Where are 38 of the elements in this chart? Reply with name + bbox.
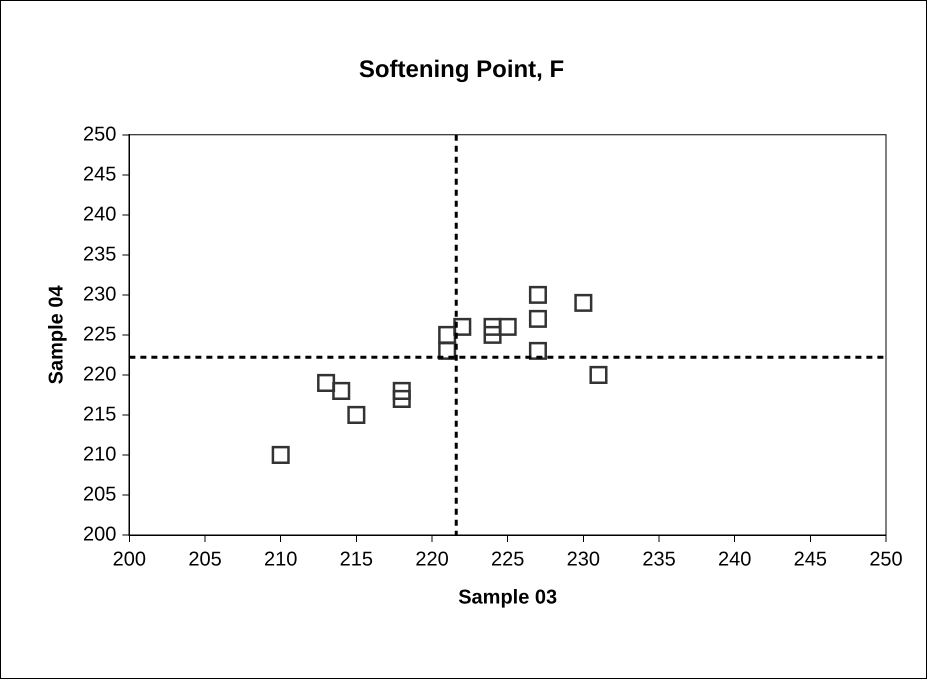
x-tick-label: 245 bbox=[794, 548, 828, 571]
y-tick-label: 210 bbox=[82, 443, 116, 466]
x-tick-label: 210 bbox=[264, 548, 298, 571]
point bbox=[574, 294, 592, 312]
y-tick-label: 205 bbox=[82, 483, 116, 506]
point bbox=[392, 382, 411, 400]
y-axis-title: Sample 04 bbox=[46, 284, 68, 384]
point bbox=[272, 446, 290, 464]
point bbox=[589, 366, 608, 384]
y-tick-label: 245 bbox=[82, 163, 116, 186]
x-tick-label: 215 bbox=[340, 548, 374, 571]
y-tick-label: 200 bbox=[82, 524, 116, 546]
y-tick-label: 215 bbox=[82, 403, 116, 426]
x-axis-title: Sample 03 bbox=[458, 586, 558, 609]
point bbox=[498, 318, 517, 336]
y-tick-label: 220 bbox=[82, 363, 116, 386]
y-tick-label: 230 bbox=[82, 283, 116, 306]
x-tick-label: 240 bbox=[718, 548, 752, 571]
x-tick-label: 200 bbox=[112, 548, 146, 571]
point bbox=[484, 326, 502, 344]
x-tick-label: 205 bbox=[188, 548, 222, 571]
chart-title: Softening Point, F bbox=[358, 56, 564, 84]
y-tick-label: 250 bbox=[82, 123, 116, 146]
y-tick-label: 240 bbox=[82, 203, 116, 226]
x-tick-label: 225 bbox=[490, 548, 524, 571]
point bbox=[392, 390, 411, 408]
y-tick-label: 235 bbox=[82, 243, 116, 266]
x-tick-label: 235 bbox=[642, 548, 676, 571]
point bbox=[332, 382, 350, 400]
point bbox=[347, 406, 366, 424]
y-tick-label: 225 bbox=[82, 323, 116, 346]
point bbox=[317, 374, 336, 392]
point bbox=[528, 286, 547, 304]
x-tick-label: 230 bbox=[566, 548, 600, 571]
x-tick-label: 220 bbox=[415, 548, 449, 571]
point bbox=[528, 310, 547, 328]
x-tick-label: 250 bbox=[869, 548, 903, 571]
point bbox=[484, 318, 502, 336]
